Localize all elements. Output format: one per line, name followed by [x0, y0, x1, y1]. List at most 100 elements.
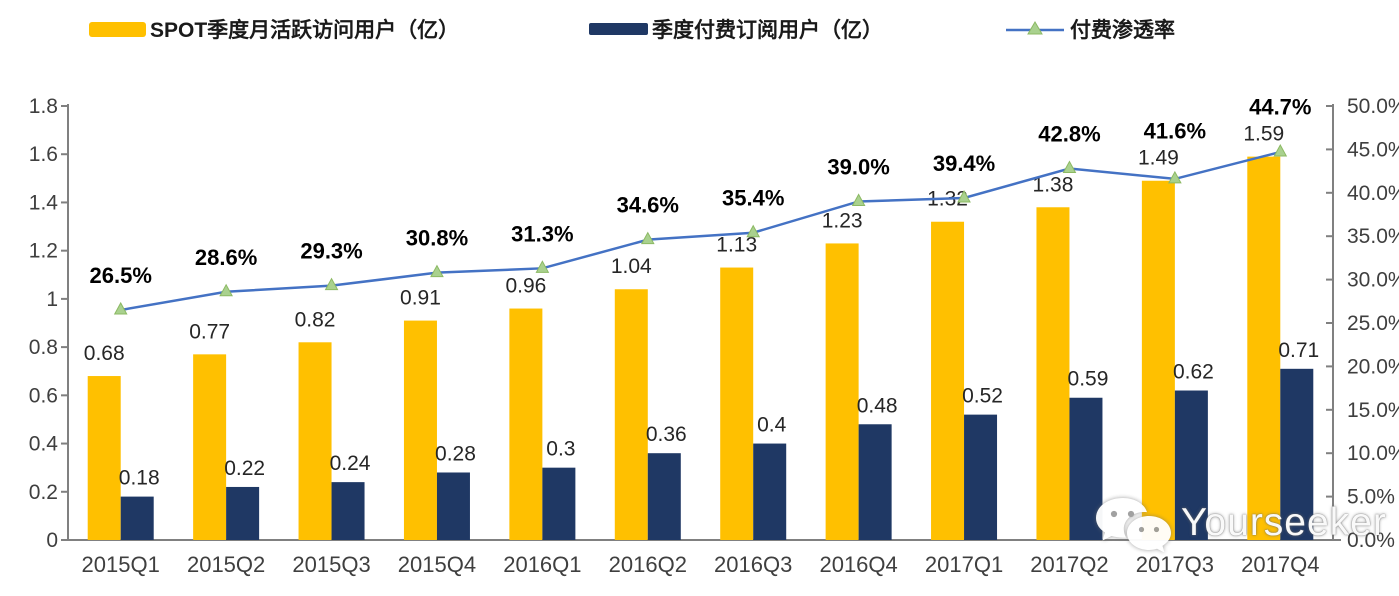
penetration-label-2015Q2: 28.6% — [195, 245, 257, 270]
bar-mau-2017Q2 — [1036, 207, 1070, 540]
x-axis-label-2017Q3: 2017Q3 — [1136, 552, 1214, 577]
right-axis-tick-label: 10.0% — [1347, 442, 1399, 465]
legend-label-mau: SPOT季度月活跃访问用户（亿） — [150, 19, 460, 42]
x-axis-label-2016Q2: 2016Q2 — [609, 552, 687, 577]
bar-label-subscribers-2016Q1: 0.3 — [546, 438, 575, 461]
right-axis-tick-label: 20.0% — [1347, 355, 1399, 378]
bar-label-subscribers-2015Q1: 0.18 — [119, 467, 160, 490]
bar-subscribers-2015Q2 — [226, 486, 260, 540]
bar-label-subscribers-2015Q2: 0.22 — [224, 457, 265, 480]
bar-subscribers-2015Q3 — [331, 482, 365, 540]
bar-label-subscribers-2017Q3: 0.62 — [1173, 361, 1214, 384]
x-axis-label-2015Q2: 2015Q2 — [187, 552, 265, 577]
bar-subscribers-2016Q1 — [542, 467, 576, 540]
left-axis-tick-label: 0 — [46, 529, 58, 552]
penetration-label-2017Q2: 42.8% — [1038, 121, 1100, 146]
right-axis-tick-label: 0.0% — [1347, 529, 1395, 552]
bar-label-mau-2016Q1: 0.96 — [505, 275, 546, 298]
x-axis-label-2015Q3: 2015Q3 — [292, 552, 370, 577]
left-axis-tick-label: 1 — [46, 288, 58, 311]
penetration-marker-2017Q4 — [1273, 143, 1288, 157]
penetration-marker-2015Q1 — [113, 301, 128, 315]
bar-mau-2016Q3 — [720, 267, 754, 540]
bar-label-subscribers-2017Q1: 0.52 — [962, 385, 1003, 408]
penetration-label-2016Q4: 39.0% — [827, 154, 889, 179]
watermark-text: Yourseeker — [1181, 501, 1387, 544]
bar-subscribers-2017Q3 — [1174, 390, 1208, 540]
penetration-marker-2017Q1 — [957, 189, 971, 203]
bar-label-subscribers-2017Q4: 0.71 — [1278, 339, 1319, 362]
penetration-marker-2017Q3 — [1168, 170, 1182, 184]
x-axis-label-2017Q4: 2017Q4 — [1241, 552, 1319, 577]
bar-mau-2016Q2 — [614, 289, 648, 540]
legend-item-mau: SPOT季度月活跃访问用户（亿） — [89, 16, 459, 42]
left-axis-tick-label: 1.2 — [29, 240, 58, 263]
left-axis-tick-label: 1.8 — [29, 95, 58, 118]
bar-label-subscribers-2016Q3: 0.4 — [757, 414, 787, 437]
right-axis-tick-label: 25.0% — [1347, 312, 1399, 335]
bar-label-subscribers-2017Q2: 0.59 — [1068, 368, 1109, 391]
bar-subscribers-2016Q4 — [858, 424, 892, 540]
bar-mau-2016Q1 — [509, 308, 543, 540]
bar-mau-2017Q3 — [1141, 180, 1175, 540]
left-axis-tick-label: 0.6 — [29, 384, 58, 407]
bar-label-mau-2017Q3: 1.49 — [1138, 147, 1179, 170]
penetration-label-2017Q3: 41.6% — [1144, 119, 1206, 144]
penetration-label-2015Q3: 29.3% — [300, 239, 362, 264]
right-axis-tick-label: 40.0% — [1347, 182, 1399, 205]
bar-subscribers-2016Q3 — [753, 443, 787, 540]
bar-mau-2015Q1 — [87, 376, 121, 540]
bar-subscribers-2017Q4 — [1280, 368, 1314, 540]
left-axis-tick-label: 0.4 — [29, 433, 59, 456]
bar-label-mau-2015Q2: 0.77 — [189, 320, 230, 343]
right-axis-tick-label: 45.0% — [1347, 138, 1399, 161]
penetration-marker-2017Q2 — [1062, 160, 1077, 173]
right-axis-tick-label: 5.0% — [1347, 486, 1395, 509]
legend-swatch-mau-icon — [89, 21, 146, 37]
penetration-marker-2015Q2 — [219, 283, 233, 297]
bar-mau-2016Q4 — [825, 243, 859, 540]
right-axis-tick-label: 30.0% — [1347, 269, 1399, 292]
bar-mau-2017Q4 — [1247, 156, 1281, 540]
penetration-line — [120, 150, 1281, 312]
bar-subscribers-2015Q4 — [436, 472, 470, 540]
penetration-marker-2016Q3 — [746, 224, 761, 238]
penetration-marker-2015Q3 — [324, 277, 339, 291]
legend-item-subscribers: 季度付费订阅用户（亿） — [589, 16, 883, 42]
bar-label-subscribers-2016Q4: 0.48 — [857, 394, 898, 417]
bar-subscribers-2016Q2 — [647, 453, 681, 540]
bar-mau-2017Q1 — [931, 221, 965, 540]
right-axis-tick-label: 15.0% — [1347, 399, 1399, 422]
legend-item-penetration: 付费渗透率 — [1006, 16, 1175, 42]
penetration-label-2017Q1: 39.4% — [933, 151, 995, 176]
right-axis-tick-label: 50.0% — [1347, 95, 1399, 118]
x-axis-label-2015Q4: 2015Q4 — [398, 552, 476, 577]
penetration-label-2015Q4: 30.8% — [406, 226, 468, 251]
bar-label-mau-2017Q4: 1.59 — [1243, 123, 1284, 146]
x-axis-label-2016Q1: 2016Q1 — [503, 552, 581, 577]
bar-label-mau-2016Q4: 1.23 — [822, 209, 863, 232]
bar-mau-2015Q2 — [193, 354, 227, 540]
bar-label-mau-2015Q4: 0.91 — [400, 287, 441, 310]
penetration-label-2015Q1: 26.5% — [90, 263, 152, 288]
penetration-marker-2016Q2 — [640, 231, 655, 245]
bar-label-subscribers-2015Q3: 0.24 — [330, 452, 371, 475]
bar-label-mau-2015Q1: 0.68 — [84, 342, 125, 365]
bar-subscribers-2015Q1 — [120, 496, 154, 540]
bar-mau-2015Q4 — [403, 320, 437, 540]
bar-label-subscribers-2015Q4: 0.28 — [435, 442, 476, 465]
left-axis-tick-label: 1.6 — [29, 143, 58, 166]
bar-subscribers-2017Q1 — [964, 414, 998, 540]
penetration-marker-2016Q4 — [851, 193, 866, 206]
bar-label-mau-2016Q2: 1.04 — [611, 255, 652, 278]
penetration-marker-2015Q4 — [430, 264, 444, 278]
watermark: Yourseeker — [1093, 494, 1387, 552]
left-axis-tick-label: 0.8 — [29, 336, 58, 359]
legend-label-penetration: 付费渗透率 — [1070, 19, 1175, 42]
x-axis-label-2017Q1: 2017Q1 — [925, 552, 1003, 577]
left-axis-tick-label: 0.2 — [29, 481, 58, 504]
bar-label-mau-2015Q3: 0.82 — [295, 308, 336, 331]
legend-line-marker-icon — [1006, 19, 1064, 39]
bar-label-subscribers-2016Q2: 0.36 — [646, 423, 687, 446]
